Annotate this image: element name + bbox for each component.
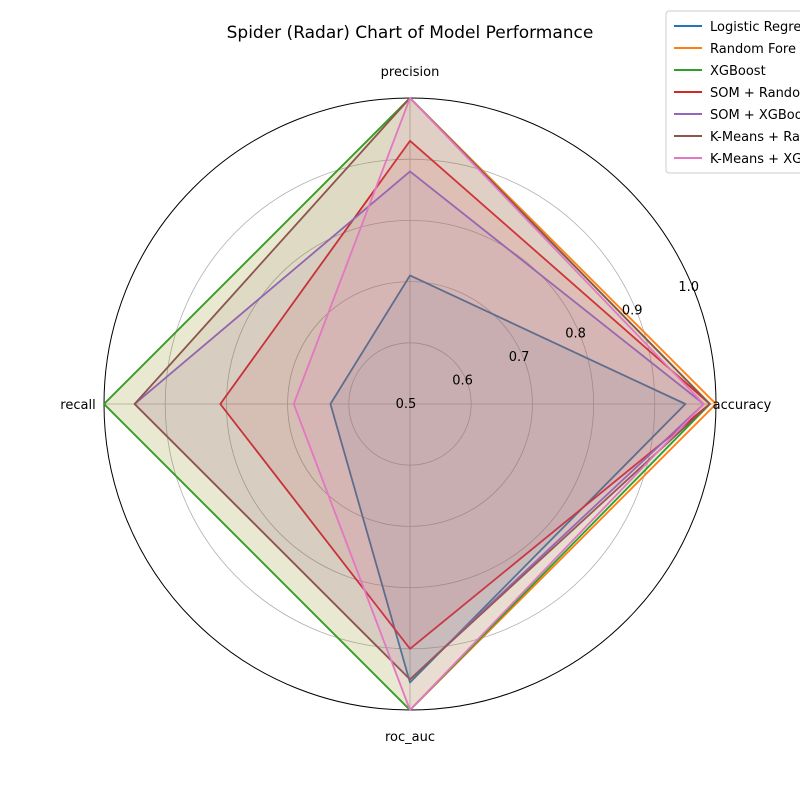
axis-label-recall: recall: [60, 398, 95, 413]
radial-tick-label: 0.7: [509, 350, 530, 365]
series-polygon-3: [219, 139, 711, 650]
series-layer: [103, 97, 717, 711]
radial-tick-label: 0.6: [452, 374, 473, 389]
legend-entry-label: K-Means + XG: [710, 152, 800, 167]
radial-tick-label: 1.0: [678, 280, 699, 295]
axis-labels: accuracy precision recall roc_auc: [60, 65, 771, 745]
legend-entry-label: Logistic Regre: [710, 20, 800, 35]
legend-entry-label: K-Means + Ra: [710, 130, 800, 145]
series-polygon-5: [133, 97, 711, 681]
legend-entry-label: SOM + Rando: [710, 86, 800, 101]
series-polygon-6: [292, 97, 705, 711]
radial-tick-label: 0.9: [622, 303, 643, 318]
axis-label-accuracy: accuracy: [713, 398, 772, 413]
radial-tick-label: 0.5: [396, 397, 417, 412]
radial-tick-label: 0.8: [565, 327, 586, 342]
radial-tick-labels: 0.5 0.6 0.7 0.8 0.9 1.0: [396, 280, 699, 412]
legend-entry-label: XGBoost: [710, 64, 766, 79]
legend-entry-label: Random Fore: [710, 42, 796, 57]
axis-label-roc_auc: roc_auc: [385, 730, 435, 745]
legend: Logistic Regre Random Fore XGBoost SOM + Ra…: [665, 10, 800, 174]
legend-entry-label: SOM + XGBoo: [710, 108, 800, 123]
axis-label-precision: precision: [381, 65, 440, 80]
chart-title: Spider (Radar) Chart of Model Performanc…: [227, 23, 594, 43]
series-polygon-0: [329, 274, 687, 684]
legend-frame: [665, 10, 800, 174]
